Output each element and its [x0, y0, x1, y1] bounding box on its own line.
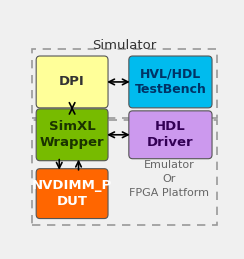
- Text: HVL/HDL
TestBench: HVL/HDL TestBench: [134, 67, 206, 96]
- FancyBboxPatch shape: [36, 56, 108, 108]
- Text: Emulator
Or
FPGA Platform: Emulator Or FPGA Platform: [130, 160, 210, 198]
- Text: HDL
Driver: HDL Driver: [147, 120, 194, 149]
- FancyBboxPatch shape: [36, 169, 108, 219]
- Text: NVDIMM_P
DUT: NVDIMM_P DUT: [32, 179, 112, 208]
- Text: DPI: DPI: [59, 75, 85, 88]
- FancyBboxPatch shape: [129, 111, 212, 159]
- FancyBboxPatch shape: [36, 109, 108, 161]
- FancyBboxPatch shape: [129, 56, 212, 108]
- Text: SimXL
Wrapper: SimXL Wrapper: [40, 120, 104, 149]
- Text: Simulator: Simulator: [92, 39, 156, 52]
